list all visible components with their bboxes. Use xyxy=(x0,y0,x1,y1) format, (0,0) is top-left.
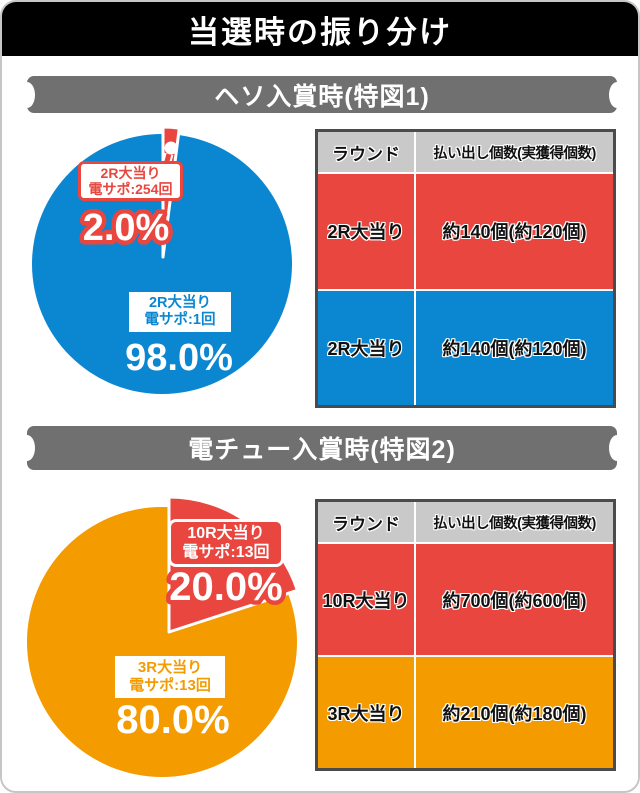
cell-payout: 約210個(約180個) xyxy=(442,703,587,724)
pie1-big-slice-callout: 2R大当り 電サポ:1回 xyxy=(129,292,231,332)
payout-table-denchu: ラウンド 払い出し個数(実獲得個数) 10R大当り 約700個(約600個) 3… xyxy=(315,499,616,771)
payout-table-heso-header-row: ラウンド 払い出し個数(実獲得個数) xyxy=(318,132,613,172)
cell-payout: 約140個(約120個) xyxy=(442,338,587,359)
payout-table-denchu-header-row: ラウンド 払い出し個数(実獲得個数) xyxy=(318,502,613,542)
section-header-denchu: 電チュー入賞時(特図2) xyxy=(27,426,617,470)
header-payout: 払い出し個数(実獲得個数) xyxy=(433,515,596,532)
cell-payout: 約700個(約600個) xyxy=(442,590,587,611)
pie2-big-slice-callout: 3R大当り 電サポ:13回 xyxy=(115,656,225,698)
pie1-small-percent-label: 2.0% xyxy=(83,207,170,249)
table-row: 10R大当り 約700個(約600個) xyxy=(318,542,613,655)
pie1-big-slice-line2: 電サポ:1回 xyxy=(144,312,216,328)
pie2-big-slice-line1: 3R大当り xyxy=(137,659,203,676)
cell-round: 10R大当り xyxy=(318,544,416,655)
cell-round: 2R大当り xyxy=(318,174,416,289)
section-header-heso-label: ヘソ入賞時(特図1) xyxy=(214,82,430,111)
table-row: 2R大当り 約140個(約120個) xyxy=(318,172,613,289)
pie2-small-slice-callout: 10R大当り 電サポ:13回 xyxy=(168,519,284,567)
header-round: ラウンド xyxy=(318,502,416,542)
section-header-denchu-label: 電チュー入賞時(特図2) xyxy=(188,436,456,464)
table-row: 2R大当り 約140個(約120個) xyxy=(318,288,613,405)
pie-chart-denchu: 20.0% 80.0% xyxy=(27,495,299,777)
pie1-leader-dot xyxy=(164,141,178,155)
pie1-big-percent-label: 98.0% xyxy=(125,337,233,379)
pie2-small-slice-line1: 10R大当り xyxy=(187,525,265,542)
payout-table-heso: ラウンド 払い出し個数(実獲得個数) 2R大当り 約140個(約120個) 2R… xyxy=(315,129,616,408)
cell-payout: 約140個(約120個) xyxy=(442,222,587,243)
header-round: ラウンド xyxy=(318,132,416,172)
pie2-big-slice-line2: 電サポ:13回 xyxy=(129,677,211,694)
page-title: 当選時の振り分け xyxy=(188,14,452,50)
pie2-small-percent-label: 20.0% xyxy=(169,565,282,609)
cell-round: 2R大当り xyxy=(318,290,416,405)
title-bar: 当選時の振り分け xyxy=(2,2,638,56)
pie1-small-slice-callout: 2R大当り 電サポ:254回 xyxy=(78,161,183,201)
header-payout: 払い出し個数(実獲得個数) xyxy=(433,145,596,162)
section-header-heso: ヘソ入賞時(特図1) xyxy=(27,76,617,113)
pie1-big-slice-line1: 2R大当り xyxy=(148,295,212,311)
pie1-small-slice-line2: 電サポ:254回 xyxy=(88,181,173,197)
pie2-big-percent-label: 80.0% xyxy=(116,698,229,742)
pie1-small-slice-line1: 2R大当り xyxy=(100,165,161,181)
pie2-small-slice-line2: 電サポ:13回 xyxy=(182,544,270,561)
cell-round: 3R大当り xyxy=(318,657,416,768)
table-row: 3R大当り 約210個(約180個) xyxy=(318,655,613,768)
